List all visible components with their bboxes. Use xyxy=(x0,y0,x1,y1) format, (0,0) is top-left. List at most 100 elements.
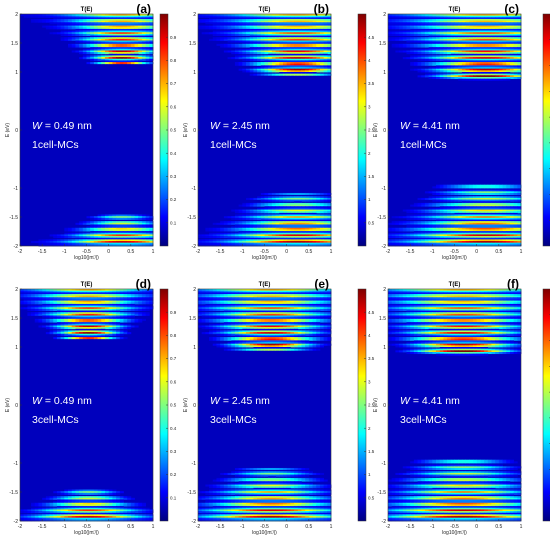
heatmap-cell xyxy=(287,193,291,195)
heatmap-cell xyxy=(57,27,61,29)
heatmap-cell xyxy=(250,59,254,61)
heatmap-cell xyxy=(253,198,257,200)
heatmap-cell xyxy=(35,16,39,18)
heatmap-cell xyxy=(406,211,410,213)
heatmap-cell xyxy=(451,77,455,79)
heatmap-cell xyxy=(406,229,410,231)
heatmap-cell xyxy=(294,193,298,195)
heatmap-cell xyxy=(224,223,228,225)
heatmap-cell xyxy=(436,77,440,79)
heatmap-cell xyxy=(220,45,224,47)
heatmap-cell xyxy=(79,41,83,43)
y-tick-label: 0 xyxy=(193,128,196,134)
heatmap-cell xyxy=(228,45,232,47)
heatmap-cell xyxy=(432,200,436,202)
heatmap-cell xyxy=(246,205,250,207)
heatmap-cell xyxy=(414,45,418,47)
heatmap-cell xyxy=(90,218,94,220)
heatmap-cell xyxy=(455,186,459,188)
heatmap-cell xyxy=(421,45,425,47)
heatmap-cell xyxy=(205,16,209,18)
heatmap-cell xyxy=(429,64,433,66)
heatmap-cell xyxy=(410,211,414,213)
heatmap-cell xyxy=(239,52,243,54)
heatmap-cell xyxy=(231,210,235,212)
heatmap-cell xyxy=(138,52,142,54)
heatmap-cell xyxy=(87,216,91,218)
heatmap-cell xyxy=(477,79,481,81)
heatmap-cell xyxy=(68,39,72,41)
heatmap-cell xyxy=(429,191,433,193)
heatmap-cell xyxy=(447,77,451,79)
heatmap-cell xyxy=(83,229,87,231)
heatmap-cell xyxy=(309,200,313,202)
heatmap-cell xyxy=(75,229,79,231)
heatmap-cell xyxy=(198,236,202,238)
heatmap-cell xyxy=(27,16,31,18)
heatmap-cell xyxy=(469,186,473,188)
heatmap-cell xyxy=(510,186,514,188)
heatmap-cell xyxy=(138,218,142,220)
heatmap-cell xyxy=(399,50,403,52)
heatmap-cell xyxy=(142,62,146,64)
heatmap-cell xyxy=(250,211,254,213)
heatmap-cell xyxy=(135,218,139,220)
heatmap-cell xyxy=(432,193,436,195)
heatmap-cell xyxy=(131,62,135,64)
heatmap-cell xyxy=(392,34,396,36)
heatmap-cell xyxy=(324,70,328,72)
heatmap-cell xyxy=(458,200,462,202)
heatmap-cell xyxy=(443,211,447,213)
y-tick-label: 1.5 xyxy=(11,41,18,47)
heatmap-cell xyxy=(421,34,425,36)
heatmap-cell xyxy=(410,64,414,66)
heatmap-cell xyxy=(399,27,403,29)
heatmap-cell xyxy=(276,74,280,76)
colorbar-tick-label: 1.5 xyxy=(368,174,375,179)
heatmap-cell xyxy=(469,193,473,195)
heatmap-cell xyxy=(272,193,276,195)
y-tick-label: -1.5 xyxy=(187,215,196,221)
heatmap-cell xyxy=(87,52,91,54)
heatmap-cell xyxy=(209,27,213,29)
heatmap-cell xyxy=(261,52,265,54)
heatmap-cell xyxy=(440,70,444,72)
heatmap-cell xyxy=(410,41,414,43)
heatmap-cell xyxy=(395,216,399,218)
heatmap-cell xyxy=(231,218,235,220)
heatmap-cell xyxy=(418,218,422,220)
heatmap-cell xyxy=(83,52,87,54)
heatmap-cell xyxy=(64,236,68,238)
heatmap-cell xyxy=(265,193,269,195)
heatmap-cell xyxy=(224,34,228,36)
heatmap-cell xyxy=(257,52,261,54)
heatmap-cell xyxy=(388,229,392,231)
heatmap-cell xyxy=(61,236,65,238)
heatmap-cell xyxy=(72,45,76,47)
heatmap-cell xyxy=(305,193,309,195)
heatmap-cell xyxy=(31,241,35,243)
heatmap-cell xyxy=(429,205,433,207)
heatmap-cell xyxy=(455,77,459,79)
heatmap-cell xyxy=(290,200,294,202)
heatmap-cell xyxy=(320,211,324,213)
heatmap-cell xyxy=(451,70,455,72)
heatmap-cell xyxy=(392,229,396,231)
heatmap-cell xyxy=(235,218,239,220)
heatmap-cell xyxy=(72,236,76,238)
heatmap-cell xyxy=(209,236,213,238)
heatmap-cell xyxy=(451,193,455,195)
heatmap-cell xyxy=(514,200,518,202)
heatmap-cell xyxy=(410,218,414,220)
heatmap-cell xyxy=(440,211,444,213)
heatmap-cell xyxy=(432,59,436,61)
heatmap-cell xyxy=(242,205,246,207)
heatmap-cell xyxy=(235,41,239,43)
heatmap-cell xyxy=(447,70,451,72)
heatmap-cell xyxy=(105,218,109,220)
heatmap-cell xyxy=(418,59,422,61)
heatmap-cell xyxy=(399,34,403,36)
heatmap-cell xyxy=(298,193,302,195)
heatmap-cell xyxy=(458,79,462,81)
heatmap-cell xyxy=(395,39,399,41)
